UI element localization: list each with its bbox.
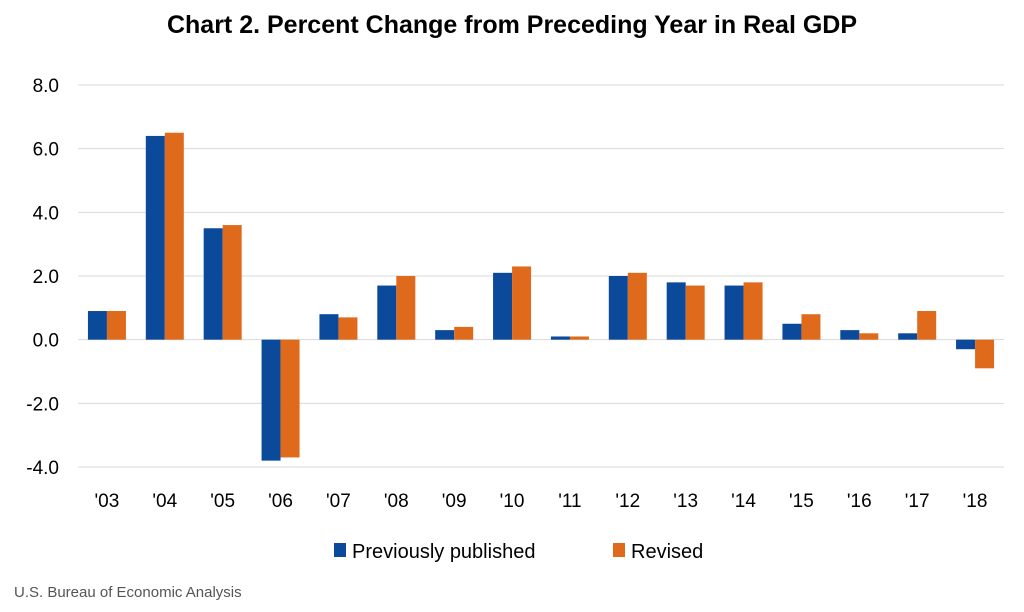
x-tick-label: '17 — [905, 491, 930, 512]
bar-previously-published — [87, 311, 107, 340]
source-note: U.S. Bureau of Economic Analysis — [14, 584, 242, 601]
chart-title: Chart 2. Percent Change from Preceding Y… — [167, 11, 857, 39]
bar-revised — [917, 311, 937, 340]
bar-previously-published — [898, 333, 918, 340]
x-tick-label: '12 — [615, 491, 640, 512]
bar-revised — [454, 326, 474, 340]
bar-revised — [859, 333, 879, 340]
bar-previously-published — [608, 276, 628, 340]
y-tick-label: 2.0 — [33, 267, 59, 288]
y-tick-label: 8.0 — [33, 76, 59, 97]
legend-label-previously-published: Previously published — [352, 541, 535, 563]
legend-swatch-previously-published — [334, 543, 346, 557]
bar-revised — [512, 266, 532, 340]
bar-previously-published — [319, 314, 339, 340]
x-tick-label: '16 — [847, 491, 872, 512]
bar-previously-published — [203, 228, 223, 340]
bar-previously-published — [840, 330, 860, 340]
x-tick-label: '10 — [500, 491, 525, 512]
bar-revised — [280, 339, 300, 458]
legend-label-revised: Revised — [631, 541, 703, 563]
bar-revised — [396, 276, 416, 340]
bars — [87, 132, 995, 461]
bar-revised — [685, 285, 705, 340]
bar-previously-published — [377, 285, 397, 340]
y-tick-label: 0.0 — [33, 331, 59, 352]
bar-previously-published — [782, 323, 802, 340]
bar-revised — [569, 336, 589, 340]
bar-revised — [106, 311, 126, 340]
bar-revised — [627, 272, 647, 340]
x-tick-label: '11 — [558, 491, 581, 512]
bar-revised — [164, 132, 184, 340]
x-tick-label: '09 — [442, 491, 467, 512]
x-axis-ticks: '03 '04 '05 '06 '07 '08 '09 '10 '11 '12 '13 '14 '15 '… — [95, 491, 988, 512]
legend-swatch-revised — [613, 543, 625, 557]
bar-revised — [975, 339, 995, 369]
y-tick-label: -4.0 — [26, 458, 59, 479]
x-tick-label: '05 — [210, 491, 235, 512]
bar-revised — [338, 317, 358, 340]
x-tick-label: '14 — [731, 491, 756, 512]
x-tick-label: '07 — [326, 491, 351, 512]
bar-previously-published — [435, 330, 455, 340]
bar-revised — [801, 314, 821, 340]
bar-previously-published — [956, 339, 976, 350]
x-tick-label: '08 — [384, 491, 409, 512]
x-tick-label: '04 — [152, 491, 177, 512]
y-tick-label: 6.0 — [33, 140, 59, 161]
x-tick-label: '13 — [673, 491, 698, 512]
bar-previously-published — [550, 336, 570, 340]
x-tick-label: '06 — [268, 491, 293, 512]
bar-previously-published — [724, 285, 744, 340]
bar-previously-published — [261, 339, 281, 461]
x-tick-label: '18 — [963, 491, 988, 512]
x-tick-label: '15 — [789, 491, 814, 512]
bar-previously-published — [145, 135, 165, 340]
y-tick-label: 4.0 — [33, 203, 59, 224]
bar-revised — [222, 225, 242, 340]
y-tick-label: -2.0 — [26, 394, 59, 415]
bar-revised — [743, 282, 763, 340]
x-tick-label: '03 — [95, 491, 120, 512]
bar-previously-published — [666, 282, 686, 340]
bar-previously-published — [493, 272, 513, 340]
y-axis-ticks: 8.0 6.0 4.0 2.0 0.0 -2.0 -4.0 — [26, 76, 59, 479]
legend: Previously published Revised — [334, 541, 703, 563]
